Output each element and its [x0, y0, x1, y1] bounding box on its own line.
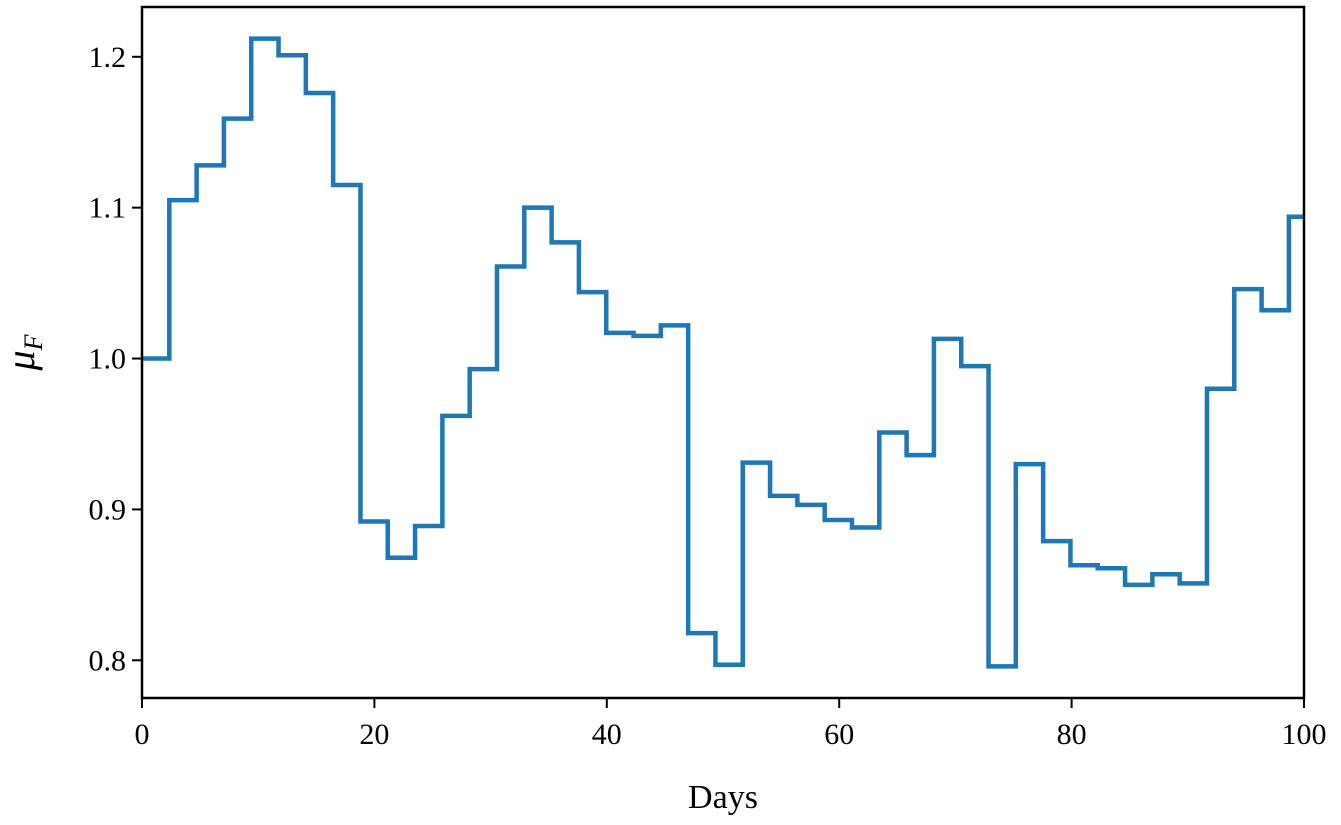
- x-tick-label: 40: [592, 718, 622, 751]
- plot-marks: [142, 36, 1304, 669]
- x-tick-label: 20: [359, 718, 389, 751]
- x-tick-label: 100: [1282, 718, 1327, 751]
- x-tick-label: 0: [135, 718, 150, 751]
- x-tick-label: 80: [1057, 718, 1087, 751]
- x-axis-label: Days: [688, 779, 758, 816]
- y-tick-label: 1.1: [89, 192, 127, 225]
- y-tick-label: 1.2: [89, 41, 127, 74]
- x-tick-label: 60: [824, 718, 854, 751]
- y-axis-label-main: μ: [0, 350, 43, 371]
- series-line-mu_F: [142, 36, 1304, 669]
- y-axis-label-subscript: F: [19, 333, 48, 351]
- y-axis-label: μF: [0, 333, 48, 371]
- y-tick-label: 1.0: [89, 343, 127, 376]
- y-tick-label: 0.9: [89, 493, 127, 526]
- y-tick-label: 0.8: [89, 644, 127, 677]
- axes-group: 0 20 40 60 80 100 0.8 0.9 1.0 1.1 1.2: [89, 41, 1327, 751]
- plot-frame: [140, 5, 1306, 700]
